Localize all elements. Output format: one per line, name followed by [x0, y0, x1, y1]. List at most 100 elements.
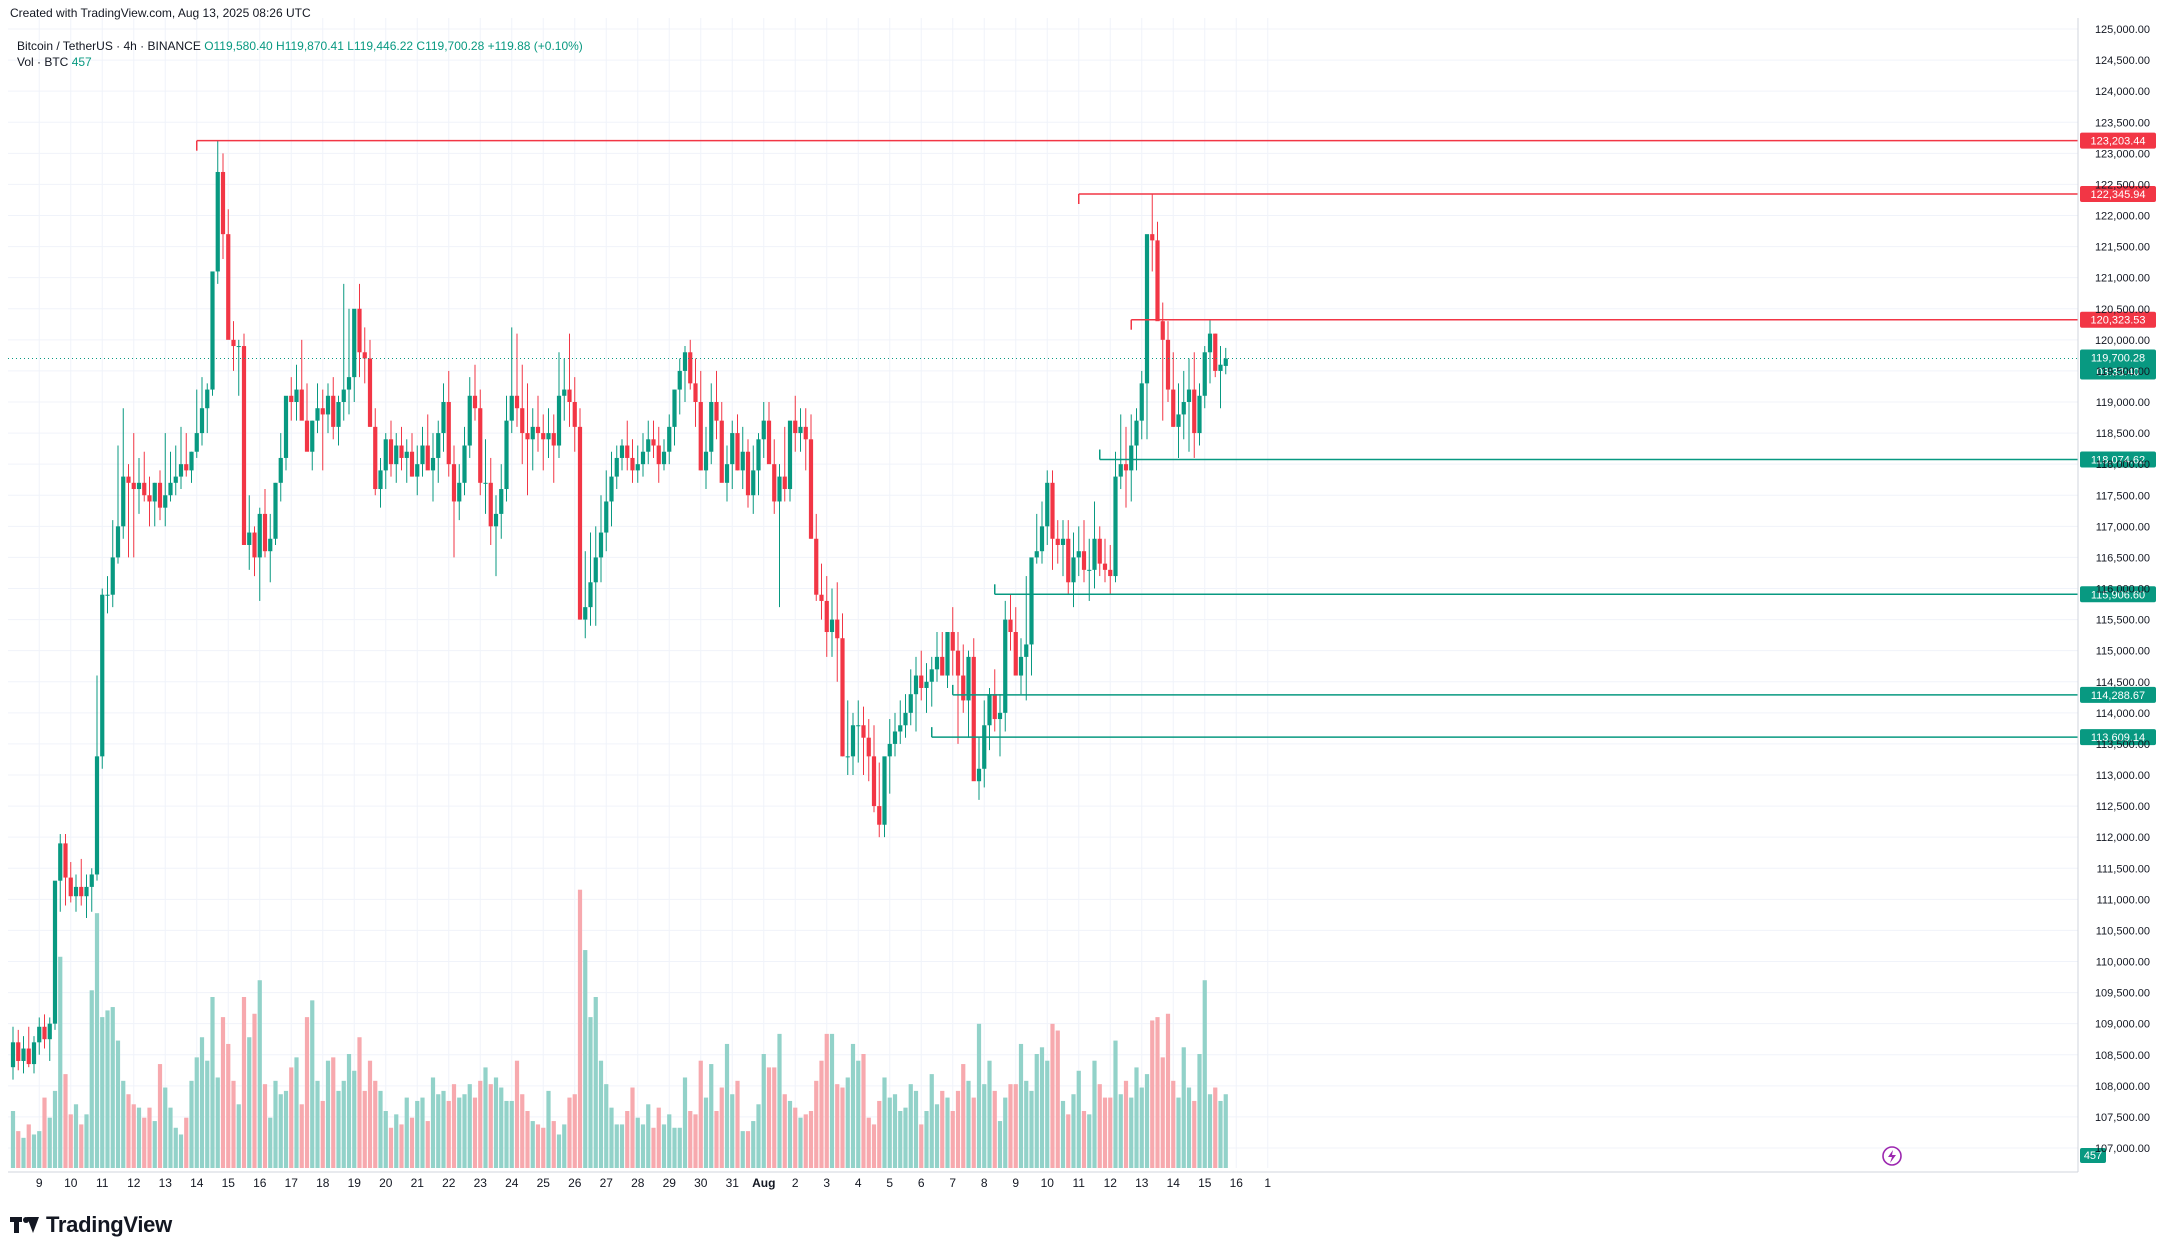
level-tag-label: 118,074.62 [2091, 455, 2145, 467]
volume-bar [1071, 1094, 1076, 1168]
candle-body [1050, 482, 1055, 539]
candle-body [551, 433, 556, 446]
volume-bar [719, 1087, 724, 1168]
x-tick-label: 5 [886, 1176, 893, 1190]
candle-body [63, 843, 68, 878]
volume-bar [399, 1124, 404, 1168]
candle-body [814, 538, 819, 595]
symbol-label[interactable]: Bitcoin / TetherUS · 4h · BINANCE [17, 39, 201, 53]
volume-bar [142, 1117, 147, 1168]
candle-body [131, 482, 136, 490]
candle-body [740, 451, 745, 471]
candle-body [866, 737, 871, 757]
candle-body [247, 532, 252, 545]
volume-legend-row: Vol · BTC 457 [17, 54, 583, 70]
y-tick-label: 109,000.00 [2095, 1019, 2150, 1031]
candle-body [126, 476, 131, 483]
volume-bar [845, 1077, 850, 1168]
x-tick-label: 29 [663, 1176, 677, 1190]
level-tag-label: 122,345.94 [2090, 189, 2145, 201]
volume-bar [924, 1111, 929, 1168]
candle-body [367, 358, 373, 427]
y-tick-label: 121,000.00 [2095, 273, 2150, 285]
lightning-icon[interactable] [1882, 1146, 1902, 1166]
candle-body [908, 694, 913, 713]
volume-bar [572, 1094, 577, 1168]
candle-body [462, 445, 467, 483]
volume-bar [1018, 1043, 1024, 1168]
axes[interactable] [8, 18, 2079, 1173]
volume-bar [493, 1077, 499, 1168]
candle-body [310, 420, 315, 452]
candle-body [262, 513, 268, 552]
volume-bar [556, 1134, 562, 1168]
candle-body [656, 445, 661, 465]
volume-bar [262, 1084, 268, 1168]
volume-bar [247, 1037, 252, 1168]
candle-body [688, 352, 693, 384]
candle-body [1071, 557, 1076, 583]
x-tick-label: 10 [64, 1176, 78, 1190]
volume-bar [278, 1094, 283, 1168]
candle-body [824, 600, 829, 633]
y-tick-label: 123,500.00 [2095, 117, 2150, 129]
volume-tag-label: 457 [2084, 1150, 2102, 1162]
candle-body [1118, 464, 1123, 477]
volume-bar [52, 1090, 58, 1168]
volume-bar [26, 1124, 31, 1168]
candle-body [950, 632, 955, 651]
candle-body [709, 402, 714, 452]
y-tick-label: 120,000.00 [2095, 335, 2150, 347]
volume-bar [147, 1107, 152, 1168]
candle-body [966, 656, 971, 701]
candle-body [37, 1026, 42, 1043]
volume-bar [73, 1104, 79, 1168]
candle-body [215, 171, 220, 272]
volume-bar [357, 1037, 362, 1168]
candle-body [1197, 395, 1202, 434]
candle-body [441, 402, 446, 434]
x-tick-label: 13 [1135, 1176, 1149, 1190]
volume-bar [1087, 1114, 1092, 1168]
volume-bar [430, 1077, 436, 1168]
candle-body [89, 874, 94, 887]
price-legend-row: Bitcoin / TetherUS · 4h · BINANCE O119,5… [17, 38, 583, 54]
volume-label[interactable]: Vol · BTC [17, 55, 69, 69]
x-tick-label: 11 [1073, 1176, 1086, 1190]
y-tick-label: 115,000.00 [2096, 646, 2150, 658]
volume-bar [1202, 980, 1207, 1168]
candle-body [199, 408, 205, 434]
candle-body [976, 768, 982, 782]
candle-body [1207, 333, 1213, 353]
candle-body [913, 675, 919, 695]
volume-bar [898, 1111, 903, 1168]
volume-bar [1003, 1097, 1008, 1168]
price-chart[interactable]: 123,203.44 122,345.94 120,323.53 118,074.62… [0, 0, 2166, 1200]
candle-body [478, 408, 483, 483]
candle-body [31, 1042, 37, 1065]
candle-body [362, 352, 367, 359]
volume-bar [31, 1134, 37, 1168]
lightning-icon-bolt [1888, 1150, 1896, 1163]
x-tick-label: 30 [694, 1176, 708, 1190]
candle-body [583, 607, 588, 620]
candle-body [110, 557, 115, 595]
volume-bar [882, 1077, 887, 1168]
x-tick-label: 26 [568, 1176, 582, 1190]
volume-bar [598, 1060, 604, 1168]
candle-body [168, 482, 173, 496]
candle-body [871, 756, 877, 807]
candle-body [835, 619, 840, 639]
volume-bar [682, 1077, 688, 1168]
volume-bar [1108, 1097, 1113, 1168]
volume-bar [803, 1114, 808, 1168]
legend-low: L119,446.22 [347, 39, 414, 53]
candle-body [430, 457, 436, 471]
candle-body [530, 426, 535, 440]
x-tick-label: 2 [792, 1176, 799, 1190]
x-tick-label: Aug [752, 1176, 775, 1190]
volume-bar [940, 1090, 945, 1168]
candle-body [231, 339, 236, 347]
candle-body [782, 476, 787, 490]
candle-body [724, 464, 730, 483]
